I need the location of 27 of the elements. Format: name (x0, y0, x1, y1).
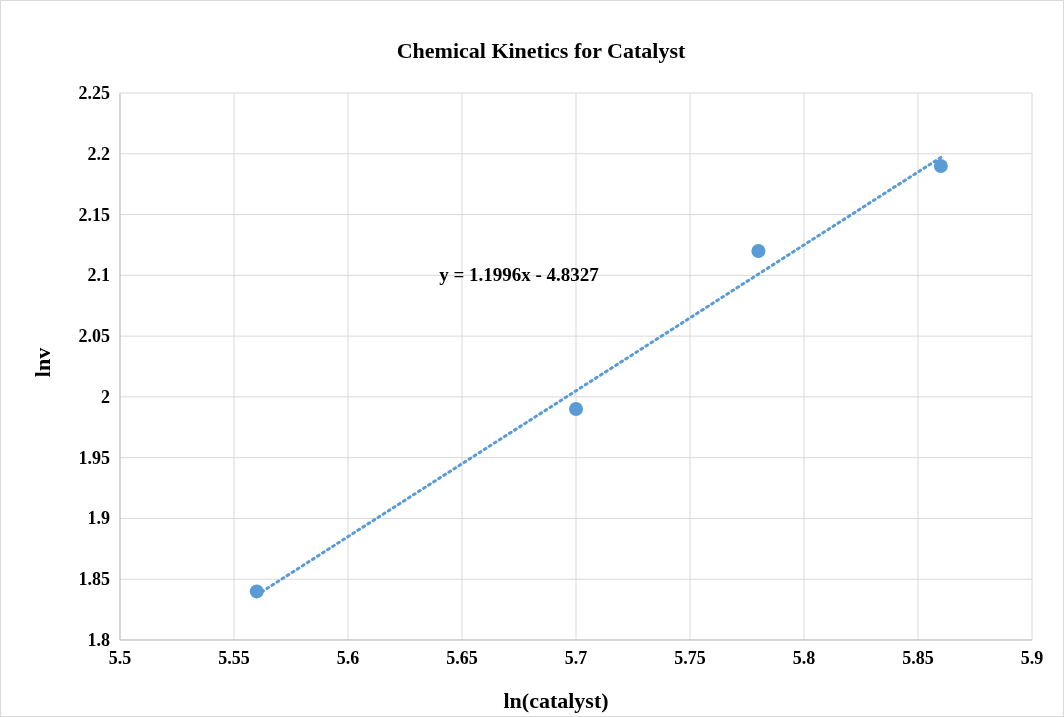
chart-title: Chemical Kinetics for Catalyst (396, 38, 686, 63)
x-tick-label: 5.85 (902, 648, 934, 668)
y-tick-label: 1.95 (78, 447, 110, 468)
y-tick-label: 1.9 (87, 508, 110, 529)
y-tick-label: 2.05 (78, 326, 110, 347)
y-tick-label: 2.15 (78, 204, 110, 225)
x-tick-label: 5.9 (1020, 648, 1044, 668)
x-tick-label: 5.65 (446, 648, 478, 668)
point (569, 402, 583, 417)
x-tick-label: 5.5 (108, 648, 132, 668)
y-tick-label: 1.85 (78, 569, 110, 590)
y-tick-label: 2 (101, 386, 110, 407)
y-tick-label: 1.8 (87, 630, 110, 650)
x-tick-label: 5.55 (218, 648, 250, 668)
y-axis-title: lnv (30, 347, 55, 378)
point (751, 244, 766, 259)
annotation: y = 1.1996x - 4.8327 (439, 264, 600, 286)
x-tick-label: 5.7 (564, 648, 588, 668)
y-tick-label: 2.1 (87, 265, 110, 286)
x-tick-label: 5.75 (674, 648, 706, 668)
y-tick-label: 2.25 (78, 83, 110, 103)
x-tick-label: 5.6 (336, 648, 360, 668)
y-tick-label: 2.2 (87, 143, 110, 164)
x-tick-label: 5.8 (792, 648, 816, 668)
x-axis-title: ln(catalyst) (503, 688, 609, 713)
point (249, 584, 264, 599)
point (933, 158, 948, 173)
